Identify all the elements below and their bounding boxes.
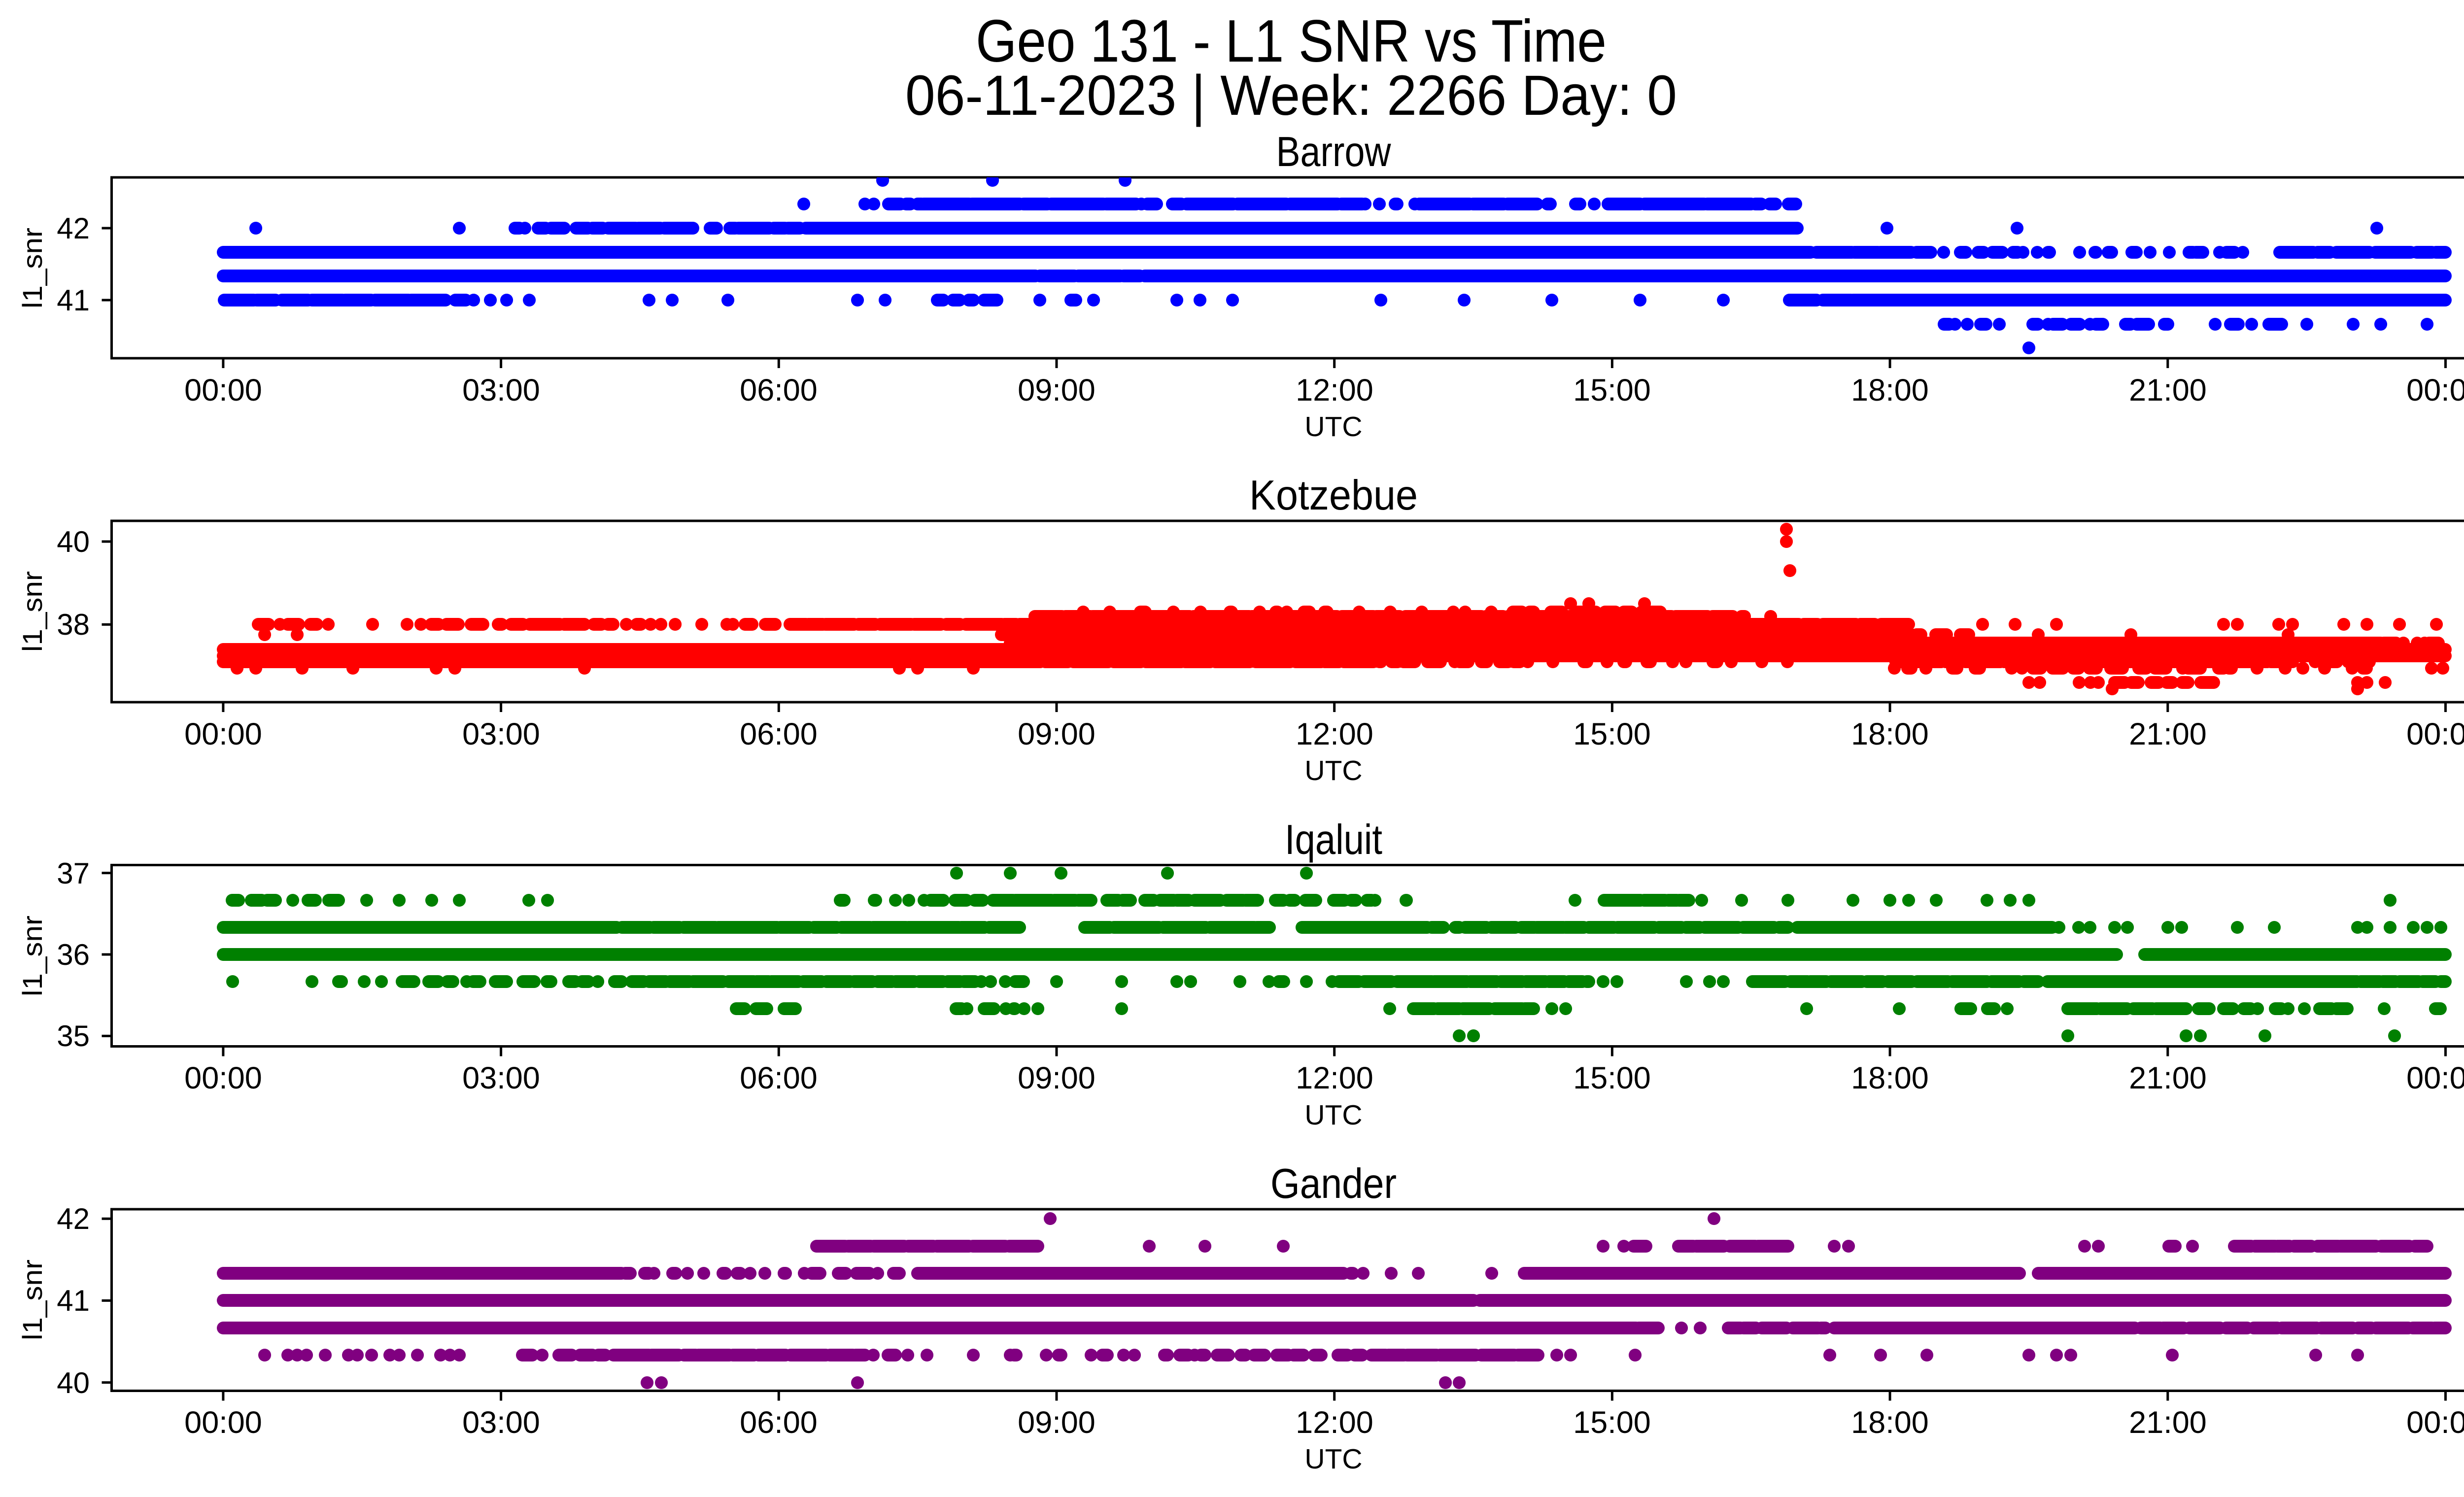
svg-text:15:00: 15:00 — [1573, 373, 1651, 408]
svg-text:l1_snr: l1_snr — [17, 571, 48, 652]
svg-text:12:00: 12:00 — [1296, 373, 1373, 408]
svg-text:Iqaluit: Iqaluit — [1285, 817, 1382, 863]
svg-text:09:00: 09:00 — [1018, 373, 1095, 408]
svg-text:21:00: 21:00 — [2129, 373, 2207, 408]
svg-text:UTC: UTC — [1304, 755, 1362, 786]
svg-text:03:00: 03:00 — [462, 1061, 540, 1095]
svg-text:41: 41 — [57, 284, 90, 317]
svg-text:40: 40 — [57, 525, 90, 558]
svg-text:21:00: 21:00 — [2129, 1405, 2207, 1440]
svg-text:09:00: 09:00 — [1018, 717, 1095, 751]
svg-text:06:00: 06:00 — [740, 717, 818, 751]
svg-text:03:00: 03:00 — [462, 1405, 540, 1440]
svg-text:Barrow: Barrow — [1276, 129, 1392, 175]
svg-text:UTC: UTC — [1304, 1099, 1362, 1131]
svg-text:18:00: 18:00 — [1851, 373, 1929, 408]
svg-text:00:00: 00:00 — [184, 717, 262, 751]
svg-text:UTC: UTC — [1304, 1443, 1362, 1475]
svg-text:06:00: 06:00 — [740, 1061, 818, 1095]
svg-text:15:00: 15:00 — [1573, 1061, 1651, 1095]
svg-text:09:00: 09:00 — [1018, 1405, 1095, 1440]
svg-text:42: 42 — [57, 1202, 90, 1235]
svg-text:18:00: 18:00 — [1851, 1405, 1929, 1440]
svg-text:15:00: 15:00 — [1573, 717, 1651, 751]
svg-text:42: 42 — [57, 212, 90, 245]
svg-text:18:00: 18:00 — [1851, 1061, 1929, 1095]
svg-text:06:00: 06:00 — [740, 373, 818, 408]
svg-text:00:00: 00:00 — [2406, 373, 2464, 408]
svg-text:15:00: 15:00 — [1573, 1405, 1651, 1440]
svg-text:03:00: 03:00 — [462, 717, 540, 751]
svg-text:21:00: 21:00 — [2129, 1061, 2207, 1095]
svg-text:l1_snr: l1_snr — [17, 228, 48, 308]
svg-text:00:00: 00:00 — [184, 1405, 262, 1440]
svg-text:38: 38 — [57, 608, 90, 641]
svg-text:36: 36 — [57, 938, 90, 971]
svg-text:21:00: 21:00 — [2129, 717, 2207, 751]
svg-text:41: 41 — [57, 1284, 90, 1317]
svg-text:06-11-2023 | Week: 2266 Day: 0: 06-11-2023 | Week: 2266 Day: 0 — [905, 64, 1677, 127]
svg-text:Gander: Gander — [1270, 1160, 1397, 1207]
svg-text:03:00: 03:00 — [462, 373, 540, 408]
svg-text:35: 35 — [57, 1020, 90, 1053]
svg-text:40: 40 — [57, 1366, 90, 1399]
svg-text:Kotzebue: Kotzebue — [1249, 472, 1418, 519]
svg-text:37: 37 — [57, 857, 90, 890]
svg-text:00:00: 00:00 — [184, 1061, 262, 1095]
svg-text:UTC: UTC — [1304, 411, 1362, 442]
svg-text:18:00: 18:00 — [1851, 717, 1929, 751]
svg-text:l1_snr: l1_snr — [17, 1259, 48, 1340]
svg-text:09:00: 09:00 — [1018, 1061, 1095, 1095]
svg-text:00:00: 00:00 — [184, 373, 262, 408]
svg-text:12:00: 12:00 — [1296, 1405, 1373, 1440]
svg-text:06:00: 06:00 — [740, 1405, 818, 1440]
svg-text:12:00: 12:00 — [1296, 717, 1373, 751]
svg-text:12:00: 12:00 — [1296, 1061, 1373, 1095]
svg-text:00:00: 00:00 — [2406, 1405, 2464, 1440]
svg-text:00:00: 00:00 — [2406, 717, 2464, 751]
svg-text:l1_snr: l1_snr — [17, 916, 48, 996]
svg-text:00:00: 00:00 — [2406, 1061, 2464, 1095]
